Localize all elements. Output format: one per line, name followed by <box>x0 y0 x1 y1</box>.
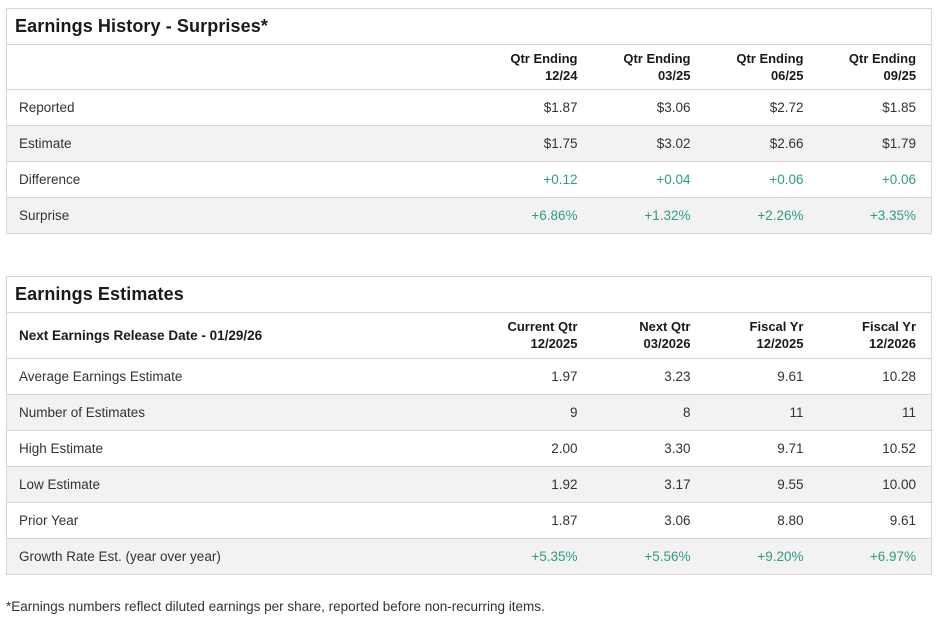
cell-value: $1.75 <box>543 136 578 152</box>
earnings-history-table: Earnings History - Surprises* Qtr Ending… <box>6 8 933 235</box>
cell-value-positive: +1.32% <box>644 208 691 224</box>
column-header-line2: 12/2025 <box>756 336 804 352</box>
column-header-qtr-06-25: Qtr Ending 06/25 <box>706 45 819 90</box>
column-header-line1: Current Qtr <box>507 319 578 335</box>
cell-value: 3.17 <box>664 476 691 492</box>
table-row-growth-rate-est: Growth Rate Est. (year over year) +5.35%… <box>6 538 932 575</box>
row-label: Difference <box>19 172 81 188</box>
cell-value: 11 <box>902 404 917 420</box>
column-header-line1: Fiscal Yr <box>862 319 917 335</box>
cell-value: 10.52 <box>882 440 917 456</box>
table-row-surprise: Surprise +6.86% +1.32% +2.26% +3.35% <box>6 197 932 234</box>
table-row-average-earnings-estimate: Average Earnings Estimate 1.97 3.23 9.61… <box>6 358 932 394</box>
row-label: Average Earnings Estimate <box>19 368 183 384</box>
cell-value: 9.61 <box>777 368 804 384</box>
column-header-qtr-09-25: Qtr Ending 09/25 <box>819 45 932 90</box>
cell-value-positive: +0.12 <box>543 172 578 188</box>
cell-value: $1.85 <box>882 100 917 116</box>
column-header-fiscal-yr-2026: Fiscal Yr 12/2026 <box>819 313 932 358</box>
column-header-line1: Qtr Ending <box>848 51 917 66</box>
column-header-line2: 06/25 <box>770 68 804 84</box>
earnings-estimates-title: Earnings Estimates <box>15 284 184 305</box>
column-header-line2: 09/25 <box>883 68 917 84</box>
cell-value: 1.87 <box>551 512 578 528</box>
cell-value: 3.06 <box>664 512 691 528</box>
cell-value-positive: +5.56% <box>644 548 691 564</box>
earnings-history-column-header-row: Qtr Ending 12/24 Qtr Ending 03/25 Qtr En… <box>6 44 932 90</box>
cell-value: $3.02 <box>656 136 691 152</box>
cell-value: 9.55 <box>777 476 804 492</box>
table-row-high-estimate: High Estimate 2.00 3.30 9.71 10.52 <box>6 430 932 466</box>
row-label: Prior Year <box>19 512 79 528</box>
cell-value-positive: +3.35% <box>869 208 917 224</box>
earnings-estimates-title-row: Earnings Estimates <box>6 276 932 313</box>
column-header-qtr-03-25: Qtr Ending 03/25 <box>593 45 706 90</box>
cell-value: 8.80 <box>777 512 804 528</box>
table-row-number-of-estimates: Number of Estimates 9 8 11 11 <box>6 394 932 431</box>
cell-value: $2.66 <box>769 136 804 152</box>
column-header-line1: Next Qtr <box>639 319 691 335</box>
cell-value: 10.00 <box>882 476 917 492</box>
cell-value: $3.06 <box>656 100 691 116</box>
row-label: Surprise <box>19 208 70 224</box>
earnings-history-title: Earnings History - Surprises* <box>15 16 268 36</box>
cell-value-positive: +0.06 <box>881 172 917 188</box>
column-header-line2: 03/2026 <box>643 336 691 352</box>
earnings-estimates-table: Earnings Estimates Next Earnings Release… <box>6 276 933 575</box>
cell-value: 10.28 <box>882 368 917 384</box>
table-row-low-estimate: Low Estimate 1.92 3.17 9.55 10.00 <box>6 466 932 503</box>
cell-value: 9.71 <box>777 440 804 456</box>
cell-value-positive: +0.04 <box>656 172 691 188</box>
cell-value-positive: +6.86% <box>531 208 578 224</box>
cell-value: 2.00 <box>551 440 578 456</box>
row-label: Low Estimate <box>19 476 101 492</box>
table-row-reported: Reported $1.87 $3.06 $2.72 $1.85 <box>6 89 932 126</box>
row-label: Number of Estimates <box>19 404 146 420</box>
cell-value: 11 <box>789 404 804 420</box>
column-header-line2: 12/24 <box>544 68 578 84</box>
cell-value: 8 <box>682 404 691 420</box>
table-row-estimate: Estimate $1.75 $3.02 $2.66 $1.79 <box>6 125 932 162</box>
cell-value-positive: +9.20% <box>757 548 804 564</box>
column-header-line2: 12/2025 <box>530 336 578 352</box>
row-label: Reported <box>19 100 75 116</box>
cell-value: $1.87 <box>543 100 578 116</box>
cell-value: 1.92 <box>551 476 578 492</box>
cell-value: $2.72 <box>769 100 804 116</box>
column-header-line1: Qtr Ending <box>736 51 804 66</box>
row-label: High Estimate <box>19 440 104 456</box>
next-earnings-release-date-label: Next Earnings Release Date - 01/29/26 <box>19 327 263 343</box>
column-header-next-qtr: Next Qtr 03/2026 <box>593 313 706 358</box>
column-header-current-qtr: Current Qtr 12/2025 <box>480 313 593 358</box>
column-header-qtr-12-24: Qtr Ending 12/24 <box>480 45 593 90</box>
cell-value-positive: +0.06 <box>769 172 804 188</box>
cell-value: 9.61 <box>889 512 917 528</box>
cell-value: 9 <box>569 404 578 420</box>
column-header-line1: Qtr Ending <box>623 51 691 66</box>
earnings-estimates-column-header-row: Next Earnings Release Date - 01/29/26 Cu… <box>6 312 932 358</box>
earnings-history-title-row: Earnings History - Surprises* <box>6 8 932 45</box>
row-label: Estimate <box>19 136 72 152</box>
column-header-line2: 12/2026 <box>869 336 917 352</box>
cell-value: 1.97 <box>551 368 578 384</box>
column-header-line2: 03/25 <box>657 68 691 84</box>
cell-value: 3.30 <box>664 440 691 456</box>
cell-value: $1.79 <box>882 136 917 152</box>
cell-value-positive: +5.35% <box>531 548 578 564</box>
earnings-history-header-spacer <box>7 45 480 90</box>
row-label: Growth Rate Est. (year over year) <box>19 548 221 564</box>
table-row-prior-year: Prior Year 1.87 3.06 8.80 9.61 <box>6 502 932 538</box>
cell-value-positive: +2.26% <box>757 208 804 224</box>
earnings-footnote: *Earnings numbers reflect diluted earnin… <box>6 598 545 614</box>
cell-value-positive: +6.97% <box>869 548 917 564</box>
cell-value: 3.23 <box>664 368 691 384</box>
column-header-line1: Fiscal Yr <box>749 319 804 335</box>
table-row-difference: Difference +0.12 +0.04 +0.06 +0.06 <box>6 161 932 198</box>
column-header-fiscal-yr-2025: Fiscal Yr 12/2025 <box>706 313 819 358</box>
column-header-line1: Qtr Ending <box>510 51 578 66</box>
